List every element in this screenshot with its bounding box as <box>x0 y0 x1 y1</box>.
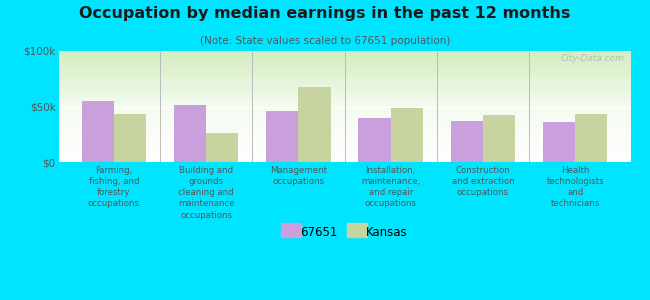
Bar <box>114 114 146 162</box>
Bar <box>298 86 331 162</box>
Bar <box>81 101 114 162</box>
Bar <box>358 118 391 162</box>
Bar <box>391 108 423 162</box>
Text: City-Data.com: City-Data.com <box>561 54 625 63</box>
Bar <box>543 122 575 162</box>
Text: (Note: State values scaled to 67651 population): (Note: State values scaled to 67651 popu… <box>200 36 450 46</box>
Bar <box>483 116 515 162</box>
Text: Occupation by median earnings in the past 12 months: Occupation by median earnings in the pas… <box>79 6 571 21</box>
Bar <box>206 133 239 162</box>
Bar <box>575 114 608 162</box>
Bar <box>266 111 298 162</box>
Bar <box>450 121 483 162</box>
Bar <box>174 105 206 162</box>
Legend: 67651, Kansas: 67651, Kansas <box>278 223 411 243</box>
